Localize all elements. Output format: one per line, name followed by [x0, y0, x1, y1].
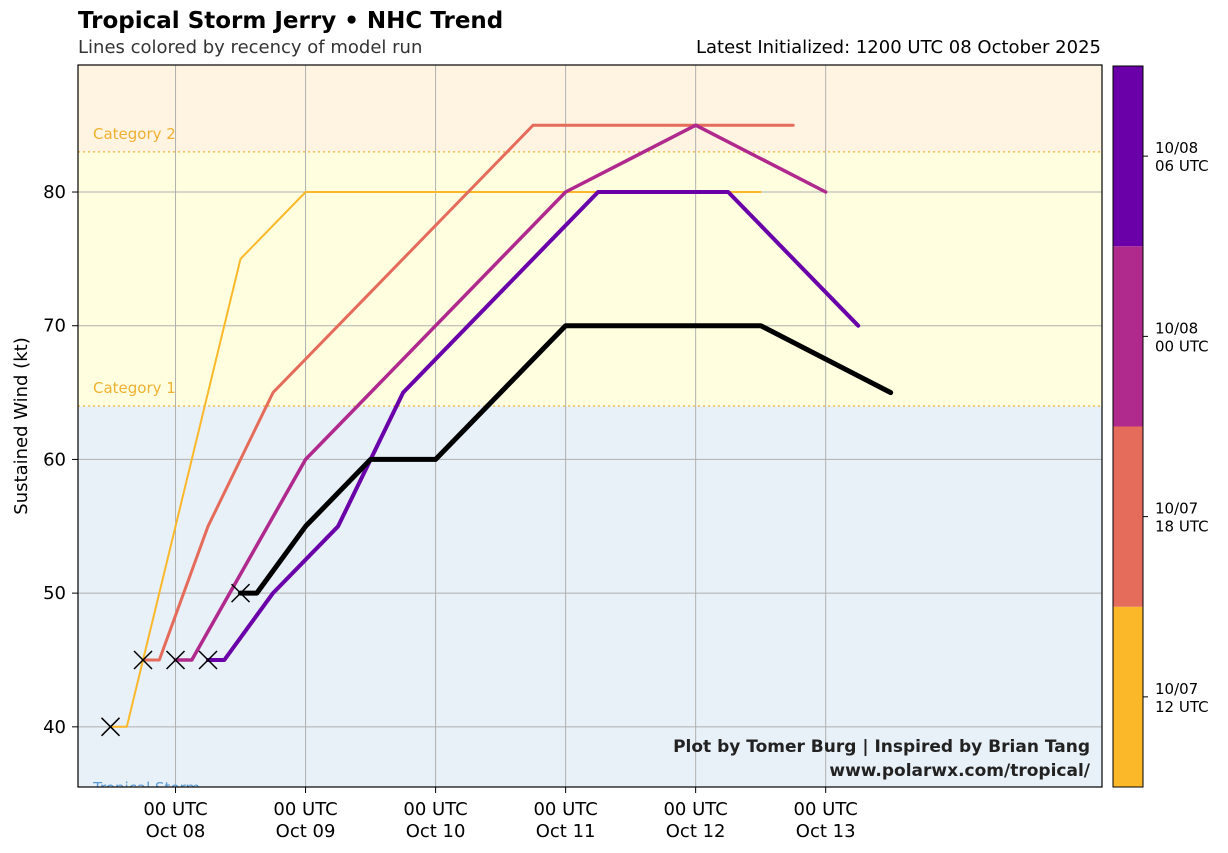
x-tick-label: Oct 12 — [666, 821, 726, 842]
category-band-1 — [78, 151, 1102, 406]
x-tick-label: 00 UTC — [143, 799, 207, 820]
category-band-0 — [78, 405, 1102, 787]
x-tick-label: 00 UTC — [663, 799, 727, 820]
series-line-2 — [173, 123, 828, 662]
colorbar-frame — [1112, 65, 1144, 788]
credit-box: Plot by Tomer Burg | Inspired by Brian T… — [673, 735, 1090, 783]
x-tick-label: Oct 10 — [406, 821, 466, 842]
initialized-label: Latest Initialized: 1200 UTC 08 October … — [695, 37, 1101, 58]
plot-frame — [77, 64, 1103, 788]
category-label: Tropical Storm — [92, 779, 200, 797]
colorbar-label: 10/07 — [1155, 680, 1198, 698]
colorbar-segment-0 — [1113, 606, 1143, 787]
start-marker-0 — [100, 717, 121, 737]
colorbar-label: 10/08 — [1155, 319, 1198, 337]
x-tick-label: 00 UTC — [794, 799, 858, 820]
colorbar-segment-2 — [1113, 246, 1143, 427]
y-tick-label: 60 — [43, 449, 66, 470]
start-marker-3 — [198, 650, 218, 670]
y-axis-label: Sustained Wind (kt) — [11, 337, 32, 514]
x-tick-label: 00 UTC — [403, 799, 467, 820]
chart-subtitle: Lines colored by recency of model run — [78, 37, 423, 58]
colorbar-label: 12 UTC — [1155, 698, 1209, 716]
series-line-0 — [109, 191, 762, 728]
colorbar-label: 06 UTC — [1155, 157, 1209, 175]
credit-line-2: www.polarwx.com/tropical/ — [829, 761, 1090, 781]
y-tick-label: 40 — [43, 717, 66, 738]
series-line-1 — [141, 123, 795, 662]
start-marker-4 — [231, 583, 251, 603]
colorbar-label: 18 UTC — [1155, 518, 1209, 536]
colorbar-label: 10/07 — [1155, 500, 1198, 518]
colorbar-label: 10/08 — [1155, 139, 1198, 157]
category-label: Category 2 — [93, 125, 176, 143]
colorbar-segment-3 — [1113, 66, 1143, 247]
credit-line-1: Plot by Tomer Burg | Inspired by Brian T… — [673, 737, 1090, 757]
start-marker-2 — [165, 650, 186, 670]
category-band-2 — [78, 65, 1102, 152]
x-tick-label: 00 UTC — [273, 799, 337, 820]
y-tick-label: 50 — [43, 583, 66, 604]
chart-title: Tropical Storm Jerry • NHC Trend — [78, 8, 504, 34]
series-line-4 — [238, 323, 894, 596]
x-tick-label: 00 UTC — [533, 799, 597, 820]
colorbar-segment-1 — [1113, 426, 1143, 607]
x-tick-label: Oct 11 — [536, 821, 596, 842]
y-tick-label: 80 — [43, 182, 66, 203]
x-tick-label: Oct 08 — [146, 821, 206, 842]
category-label: Category 1 — [93, 379, 176, 397]
y-tick-label: 70 — [43, 316, 66, 337]
x-tick-label: Oct 13 — [796, 821, 856, 842]
colorbar-label: 00 UTC — [1155, 337, 1209, 355]
x-tick-label: Oct 09 — [276, 821, 336, 842]
start-marker-1 — [133, 650, 153, 670]
